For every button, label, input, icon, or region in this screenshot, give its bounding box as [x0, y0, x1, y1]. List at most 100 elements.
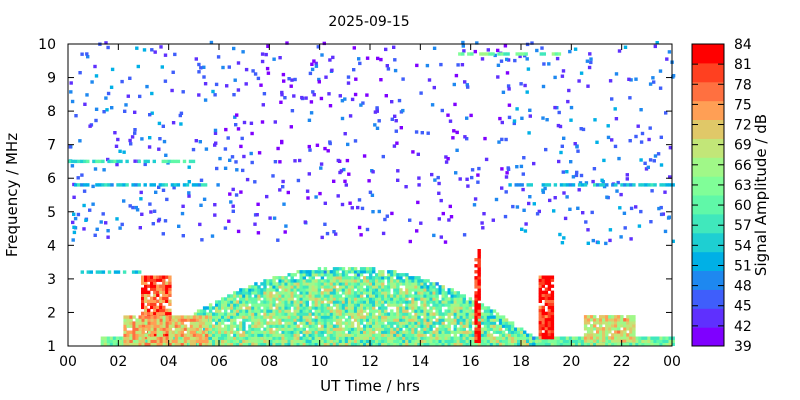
heatmap-cell	[323, 318, 328, 322]
heatmap-cell	[575, 170, 579, 175]
heatmap-cell	[626, 321, 630, 325]
heatmap-cell	[251, 291, 255, 295]
heatmap-cell	[381, 333, 385, 337]
heatmap-cell	[629, 333, 633, 337]
heatmap-cell	[402, 342, 406, 346]
heatmap-cell	[650, 342, 654, 346]
colorbar-segment	[692, 327, 724, 347]
heatmap-cell	[492, 336, 497, 340]
heatmap-cell	[541, 332, 545, 337]
heatmap-cell	[239, 315, 243, 319]
heatmap-cell	[173, 159, 178, 164]
heatmap-cell	[234, 123, 238, 127]
heatmap-cell	[83, 183, 87, 187]
heatmap-cell	[227, 333, 231, 337]
heatmap-cell	[278, 312, 282, 316]
heatmap-cell	[462, 336, 466, 340]
heatmap-cell	[132, 315, 136, 319]
heatmap-cell	[544, 299, 549, 303]
heatmap-cell	[480, 312, 485, 316]
heatmap-cell	[269, 282, 273, 286]
heatmap-cell	[272, 216, 277, 220]
heatmap-cell	[414, 306, 418, 310]
heatmap-cell	[153, 336, 157, 340]
heatmap-cell	[296, 339, 300, 343]
colorbar	[692, 44, 724, 347]
heatmap-cell	[586, 241, 590, 245]
heatmap-cell	[287, 273, 291, 277]
heatmap-cell	[239, 342, 243, 346]
heatmap-cell	[341, 279, 346, 283]
heatmap-cell	[122, 183, 126, 187]
heatmap-cell	[227, 318, 231, 322]
heatmap-cell	[290, 330, 294, 334]
heatmap-cell	[344, 306, 349, 310]
heatmap-cell	[208, 303, 213, 307]
heatmap-cell	[305, 315, 309, 319]
heatmap-cell	[378, 273, 382, 277]
heatmap-cell	[314, 336, 318, 340]
heatmap-cell	[471, 333, 476, 337]
heatmap-cell	[215, 315, 219, 319]
heatmap-cell	[611, 342, 615, 346]
heatmap-cell	[441, 330, 445, 334]
heatmap-cell	[665, 57, 669, 61]
heatmap-cell	[144, 296, 148, 300]
heatmap-cell	[463, 135, 467, 139]
heatmap-cell	[393, 318, 397, 322]
heatmap-cell	[581, 127, 586, 132]
heatmap-cell	[372, 285, 376, 289]
heatmap-cell	[486, 339, 491, 343]
heatmap-cell	[350, 206, 354, 210]
heatmap-cell	[365, 56, 370, 60]
heatmap-cell	[260, 294, 264, 298]
heatmap-cell	[547, 311, 552, 316]
heatmap-cell	[245, 312, 249, 316]
heatmap-cell	[356, 288, 361, 292]
heatmap-cell	[599, 315, 603, 319]
heatmap-cell	[341, 321, 346, 325]
heatmap-cell	[230, 330, 234, 334]
colorbar-segment	[692, 157, 724, 177]
heatmap-cell	[387, 276, 391, 280]
heatmap-cell	[405, 303, 409, 307]
heatmap-cell	[480, 333, 485, 337]
heatmap-cell	[302, 336, 306, 340]
heatmap-cell	[477, 291, 481, 295]
heatmap-cell	[384, 333, 388, 337]
heatmap-cell	[405, 339, 409, 343]
heatmap-cell	[263, 339, 267, 343]
heatmap-cell	[296, 306, 300, 310]
heatmap-cell	[307, 144, 311, 149]
heatmap-cell	[350, 327, 355, 331]
heatmap-cell	[541, 314, 545, 319]
heatmap-cell	[408, 306, 412, 310]
heatmap-cell	[435, 318, 439, 322]
heatmap-cell	[608, 318, 612, 322]
heatmap-cell	[189, 318, 194, 322]
heatmap-cell	[326, 327, 331, 331]
heatmap-cell	[501, 324, 506, 328]
heatmap-cell	[302, 294, 306, 298]
heatmap-cell	[544, 332, 549, 337]
heatmap-cell	[405, 279, 409, 283]
heatmap-cell	[359, 270, 364, 274]
heatmap-cell	[308, 321, 312, 325]
heatmap-cell	[165, 342, 169, 346]
heatmap-cell	[643, 161, 647, 165]
heatmap-cell	[329, 324, 334, 328]
heatmap-cell	[384, 312, 388, 316]
heatmap-cell	[577, 79, 581, 83]
heatmap-cell	[497, 52, 501, 56]
heatmap-cell	[326, 291, 331, 295]
heatmap-cell	[281, 297, 285, 301]
heatmap-cell	[218, 312, 222, 316]
heatmap-cell	[302, 276, 306, 280]
heatmap-cell	[284, 309, 288, 313]
heatmap-cell	[328, 140, 332, 144]
heatmap-cell	[242, 333, 246, 337]
heatmap-cell	[381, 315, 385, 319]
heatmap-cell	[115, 339, 120, 343]
heatmap-cell	[471, 336, 476, 340]
heatmap-cell	[271, 174, 275, 178]
